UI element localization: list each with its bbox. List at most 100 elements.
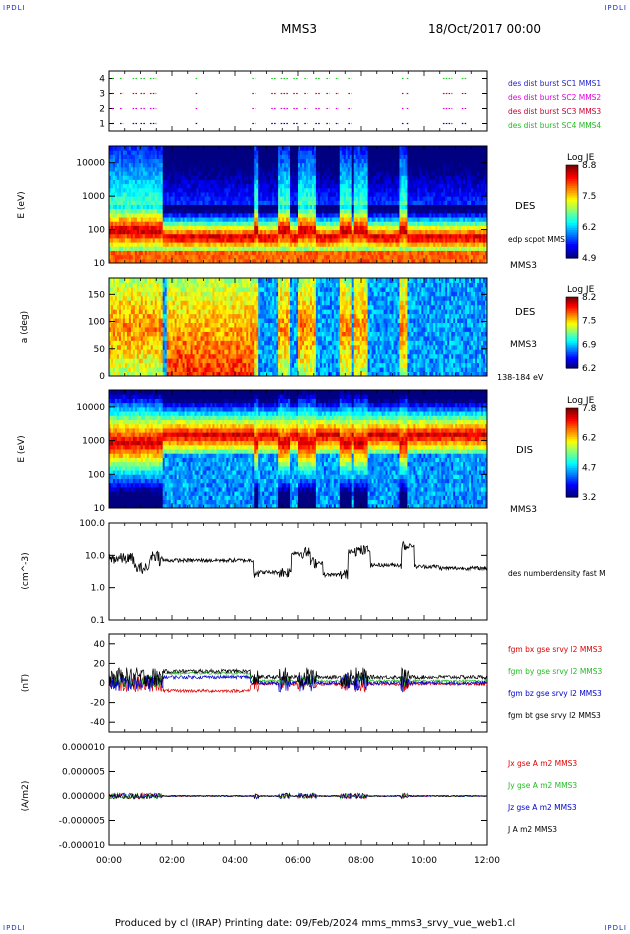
des-pitch-colorbar-outline (565, 296, 579, 369)
des-energy-instrument-label: DES (515, 201, 535, 212)
des-pitch-colorbar-segment (566, 309, 578, 312)
dis-energy-colorbar-segment (566, 414, 578, 418)
des-pitch-colorbar-segment (566, 348, 578, 351)
field-ylabel: (nT) (21, 674, 31, 692)
dis-energy-colorbar-segment (566, 454, 578, 458)
mission-title: MMS3 (281, 22, 317, 36)
des-pitch-colorbar-segment (566, 327, 578, 330)
des-energy-colorbar (565, 164, 579, 259)
des-energy-colorbar-segment (566, 220, 578, 224)
corner-label-top-right: IPDLI (604, 4, 627, 12)
field-panel-legend-entry: fgm bz gse srvy l2 MMS3 (508, 689, 602, 698)
des-energy-colorbar-segment (566, 197, 578, 201)
des-pitch-colorbar-segment (566, 360, 578, 364)
density-panel-ytick-label: 0.1 (91, 616, 105, 626)
dis-energy-colorbar-segment (566, 443, 578, 447)
des-energy-ylabel: E (eV) (17, 191, 27, 218)
des-pitch-colorbar-segment (566, 318, 578, 321)
dis-energy-colorbar-segment (566, 439, 578, 442)
des-pitch-colorbar-segment (566, 325, 578, 328)
density-legend-entry: des numberdensity fast M (508, 569, 606, 578)
burst-panel-ytick-label: 1 (99, 120, 105, 130)
des-energy-colorbar-segment (566, 174, 578, 178)
time-axis-tick-label: 04:00 (222, 856, 248, 866)
dis-energy-colorbar-segment (566, 463, 578, 467)
des-energy-colorbar-segment (566, 204, 578, 208)
dis-energy-colorbar-segment (566, 434, 578, 438)
current-panel-ytick-label: 0.000010 (62, 743, 105, 753)
des-pitch-instrument-label: DES (515, 307, 535, 318)
field-panel-legend-entry: fgm bt gse srvy l2 MMS3 (508, 711, 601, 720)
current-panel-legend-entry: Jx gse A m2 MMS3 (507, 759, 577, 768)
dis-energy-colorbar-segment (566, 408, 578, 411)
corner-label-top-left: IPDLI (3, 4, 26, 12)
des-pitch-colorbar-segment (566, 300, 578, 303)
des-pitch-colorbar-segment (566, 357, 578, 360)
des-energy-colorbar-segment (566, 239, 578, 243)
des-pitch-spectrogram (109, 278, 488, 377)
dis-energy-panel-ytick-label: 10000 (76, 403, 105, 413)
des-energy-panel-ytick-label: 10 (94, 259, 106, 269)
des-pitch-colorbar-segment (566, 366, 578, 369)
des-energy-colorbar-tick-label: 6.2 (582, 223, 596, 233)
plot-datetime: 18/Oct/2017 00:00 (428, 22, 542, 36)
des-energy-colorbar-segment (566, 195, 578, 199)
dis-energy-colorbar-tick-label: 3.2 (582, 493, 596, 503)
des-pitch-colorbar-segment (566, 328, 578, 332)
des-energy-colorbar-segment (566, 211, 578, 215)
dis-energy-colorbar-segment (566, 432, 578, 436)
des-pitch-sc-label: MMS3 (510, 340, 537, 350)
footer-credits: Produced by cl (IRAP) Printing date: 09/… (114, 918, 516, 929)
current-panel-ytick-label: -0.000010 (59, 841, 105, 851)
des-energy-colorbar-segment (566, 183, 578, 187)
des-energy-colorbar-segment (566, 181, 578, 185)
dis-energy-colorbar-segment (566, 441, 578, 445)
des-pitch-colorbar-segment (566, 311, 578, 314)
des-energy-colorbar-segment (566, 188, 578, 192)
des-pitch-colorbar-segment (566, 355, 578, 358)
time-axis-tick-label: 10:00 (411, 856, 437, 866)
des-energy-panel-ytick-label: 100 (88, 226, 105, 236)
dis-energy-colorbar-segment (566, 419, 578, 422)
time-axis-tick-label: 02:00 (159, 856, 185, 866)
des-pitch-colorbar-segment (566, 312, 578, 316)
dis-energy-colorbar-segment (566, 448, 578, 451)
dis-energy-colorbar-segment (566, 474, 578, 478)
des-energy-colorbar-segment (566, 244, 578, 247)
density-panel-ytick-label: 100.0 (79, 519, 105, 529)
des-pitch-colorbar-segment (566, 344, 578, 348)
des-pitch-colorbar-segment (566, 336, 578, 339)
dis-energy-panel-ytick-label: 10 (94, 504, 106, 514)
dis-energy-colorbar-tick-label: 6.2 (582, 434, 596, 444)
des-pitch-colorbar-segment (566, 337, 578, 341)
des-energy-colorbar-segment (566, 237, 578, 240)
dis-energy-colorbar-segment (566, 428, 578, 431)
dis-energy-panel-ytick-label: 1000 (82, 437, 105, 447)
des-energy-colorbar-segment (566, 225, 578, 229)
dis-energy-colorbar (565, 407, 579, 498)
des-pitch-colorbar-segment (566, 350, 578, 353)
burst-panel-legend-entry: des dist burst SC3 MMS3 (508, 107, 601, 116)
des-pitch-colorbar-segment (566, 343, 578, 346)
des-pitch-colorbar-segment (566, 304, 578, 307)
des-pitch-energy-label: 138-184 eV (497, 373, 544, 382)
dis-energy-instrument-label: DIS (516, 445, 533, 456)
des-energy-spectrogram (109, 146, 488, 264)
dis-energy-colorbar-segment (566, 423, 578, 427)
field-panel-ytick-label: 0 (99, 679, 105, 689)
dis-energy-colorbar-segment (566, 412, 578, 416)
des-energy-colorbar-segment (566, 206, 578, 210)
des-energy-colorbar-segment (566, 209, 578, 213)
corner-label-bottom-right: IPDLI (604, 924, 627, 932)
dis-energy-panel-ytick-label: 100 (88, 470, 105, 480)
dis-energy-spectrogram (109, 390, 488, 509)
dis-energy-colorbar-segment (566, 436, 578, 440)
burst-panel-ytick-label: 2 (99, 105, 105, 115)
des-pitch-colorbar-segment (566, 323, 578, 326)
dis-energy-colorbar-title: Log JE (567, 396, 595, 406)
des-energy-colorbar-segment (566, 216, 578, 220)
dis-energy-colorbar-segment (566, 456, 578, 460)
field-panel-legend-entry: fgm by gse srvy l2 MMS3 (508, 667, 603, 676)
dis-energy-colorbar-segment (566, 472, 578, 476)
